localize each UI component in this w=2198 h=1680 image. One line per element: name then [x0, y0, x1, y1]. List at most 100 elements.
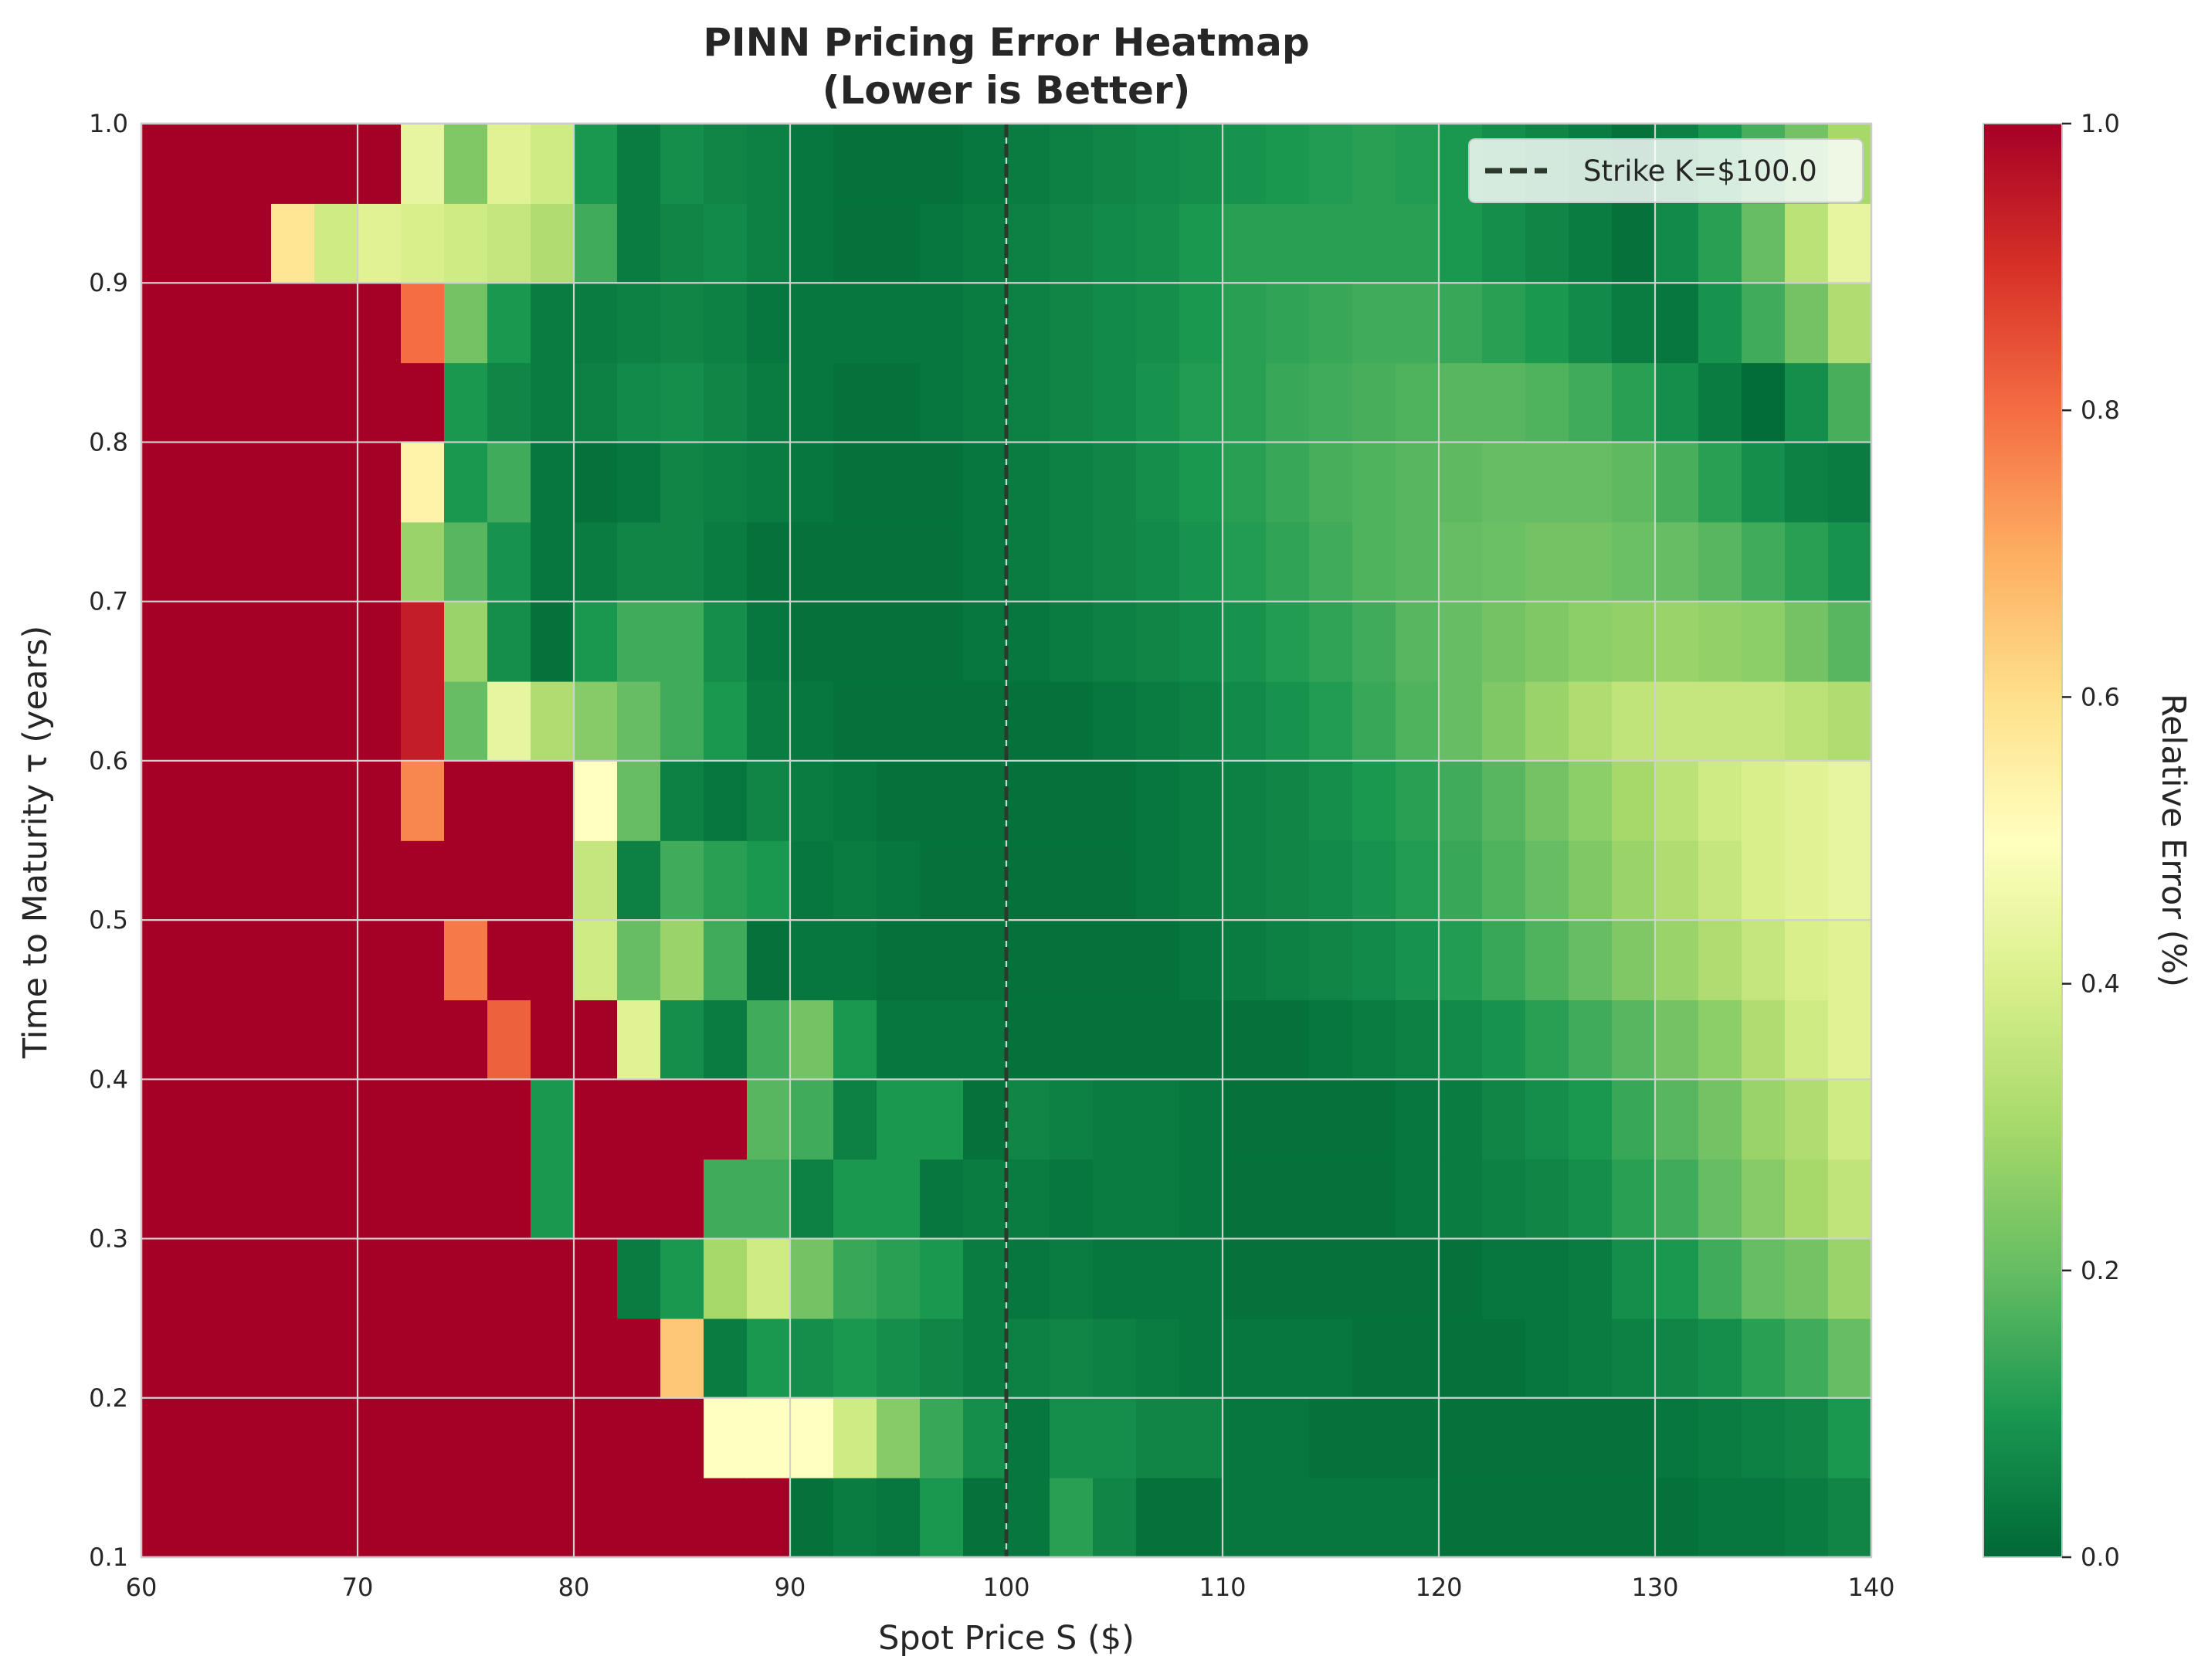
- heatmap-cell: [1698, 1159, 1742, 1240]
- heatmap-cell: [271, 1397, 315, 1478]
- heatmap-cell: [1223, 1318, 1267, 1399]
- heatmap-cell: [358, 1318, 402, 1399]
- heatmap-cell: [1482, 920, 1526, 1001]
- heatmap-cell: [920, 1159, 964, 1240]
- heatmap-cell: [790, 1238, 834, 1319]
- heatmap-cell: [1698, 920, 1742, 1001]
- heatmap-cell: [747, 442, 791, 523]
- heatmap-cell: [141, 1159, 185, 1240]
- heatmap-cell: [1396, 124, 1440, 204]
- heatmap-cell: [1482, 1000, 1526, 1081]
- heatmap-cell: [1569, 840, 1613, 921]
- heatmap-cell: [1223, 760, 1267, 841]
- heatmap-cell: [1396, 283, 1440, 364]
- heatmap-cell: [574, 840, 618, 921]
- heatmap-cell: [487, 1079, 531, 1160]
- heatmap-cell: [1439, 442, 1483, 523]
- heatmap-cell: [487, 1318, 531, 1399]
- heatmap-cell: [271, 283, 315, 364]
- heatmap-cell: [877, 1159, 921, 1240]
- heatmap-cell: [704, 1318, 748, 1399]
- heatmap-cell: [185, 442, 229, 523]
- heatmap-cell: [1612, 283, 1656, 364]
- heatmap-cell: [660, 1159, 704, 1240]
- heatmap-cell: [228, 1000, 272, 1081]
- heatmap-cell: [531, 442, 575, 523]
- heatmap-cell: [314, 521, 358, 602]
- heatmap-cell: [963, 124, 1007, 204]
- heatmap-cell: [1828, 362, 1872, 443]
- heatmap-cell: [1785, 601, 1829, 682]
- heatmap-cell: [1093, 1159, 1137, 1240]
- heatmap-cell: [660, 124, 704, 204]
- heatmap-cell: [228, 1477, 272, 1558]
- colorbar-tick-label: 0.4: [2081, 969, 2120, 999]
- heatmap-cell: [228, 124, 272, 204]
- heatmap-cell: [877, 1079, 921, 1160]
- heatmap-cell: [531, 1238, 575, 1319]
- heatmap-cell: [1655, 442, 1699, 523]
- heatmap-cell: [1136, 203, 1180, 284]
- heatmap-cell: [920, 283, 964, 364]
- heatmap-cell: [531, 1318, 575, 1399]
- heatmap-cell: [1093, 680, 1137, 762]
- heatmap-cell: [314, 680, 358, 762]
- heatmap-cell: [1525, 1477, 1569, 1558]
- heatmap-cell: [617, 362, 661, 443]
- heatmap-cell: [1785, 1397, 1829, 1478]
- heatmap-cell: [1439, 1000, 1483, 1081]
- heatmap-cell: [1439, 1159, 1483, 1240]
- heatmap-cell: [1352, 680, 1396, 762]
- heatmap-cell: [1612, 442, 1656, 523]
- heatmap-cell: [963, 442, 1007, 523]
- heatmap-cell: [1698, 1079, 1742, 1160]
- heatmap-cell: [704, 1159, 748, 1240]
- heatmap-cell: [1006, 442, 1050, 523]
- heatmap-cell: [1352, 1397, 1396, 1478]
- heatmap-cell: [1742, 1079, 1786, 1160]
- heatmap-cell: [1655, 601, 1699, 682]
- heatmap-cell: [790, 840, 834, 921]
- heatmap-cell: [1093, 840, 1137, 921]
- heatmap-cell: [747, 1079, 791, 1160]
- x-tick-label: 60: [126, 1573, 158, 1602]
- heatmap-cell: [1050, 680, 1094, 762]
- heatmap-cell: [1006, 1238, 1050, 1319]
- heatmap-cell: [1309, 1000, 1353, 1081]
- heatmap-cell: [1266, 1159, 1310, 1240]
- y-tick-label: 0.6: [89, 746, 128, 776]
- heatmap-cell: [228, 442, 272, 523]
- heatmap-cell: [314, 840, 358, 921]
- heatmap-cell: [660, 680, 704, 762]
- heatmap-cell: [1223, 601, 1267, 682]
- heatmap-cell: [401, 840, 445, 921]
- heatmap-cell: [1828, 1477, 1872, 1558]
- x-tick-label: 80: [558, 1573, 590, 1602]
- heatmap-cell: [877, 1477, 921, 1558]
- heatmap-cell: [1482, 1397, 1526, 1478]
- heatmap-cell: [228, 283, 272, 364]
- heatmap-cell: [920, 1000, 964, 1081]
- heatmap-cell: [1050, 840, 1094, 921]
- heatmap-cell: [1439, 680, 1483, 762]
- heatmap-cell: [141, 1079, 185, 1160]
- heatmap-cell: [1223, 1238, 1267, 1319]
- heatmap-cell: [531, 362, 575, 443]
- heatmap-cell: [141, 362, 185, 443]
- heatmap-cell: [487, 601, 531, 682]
- heatmap-cell: [444, 1000, 488, 1081]
- heatmap-cell: [1828, 1079, 1872, 1160]
- heatmap-cell: [574, 760, 618, 841]
- heatmap-cell: [1439, 203, 1483, 284]
- heatmap-cell: [704, 283, 748, 364]
- heatmap-cell: [1612, 1238, 1656, 1319]
- heatmap-cell: [1050, 1238, 1094, 1319]
- heatmap-cell: [790, 1159, 834, 1240]
- heatmap-cell: [1655, 1000, 1699, 1081]
- heatmap-cell: [228, 362, 272, 443]
- heatmap-cell: [1828, 442, 1872, 523]
- heatmap-cell: [1396, 1079, 1440, 1160]
- heatmap-cell: [1525, 840, 1569, 921]
- heatmap-cell: [877, 1238, 921, 1319]
- heatmap-cell: [1179, 1159, 1223, 1240]
